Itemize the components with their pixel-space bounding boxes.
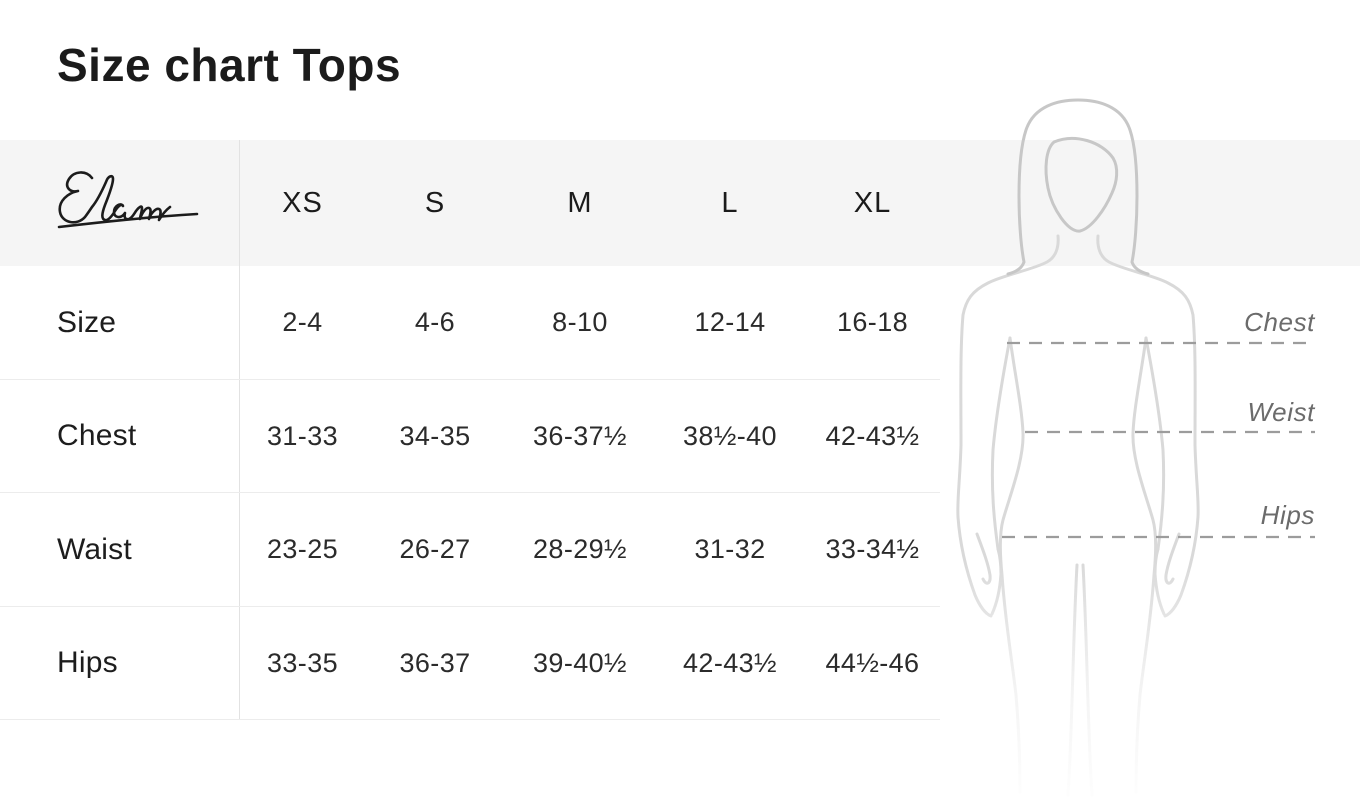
row-label-waist: Waist (0, 493, 240, 606)
hips-cell: 42-43½ (683, 647, 777, 678)
size-table: XS S M L XL Size 2-4 4-6 8-10 12-14 16-1… (0, 140, 940, 720)
hips-cell: 33-35 (266, 647, 339, 678)
face-outline (1044, 137, 1119, 233)
waist-cell: 26-27 (399, 534, 471, 564)
chest-cell: 34-35 (399, 420, 471, 451)
size-cell: 8-10 (552, 307, 608, 337)
table-row-waist: Waist 23-25 26-27 28-29½ 31-32 33-34½ (0, 493, 940, 607)
table-header-row: XS S M L XL (0, 140, 940, 266)
size-cell: 12-14 (694, 307, 766, 337)
bottom-fade (940, 560, 1360, 804)
row-label-chest: Chest (0, 380, 240, 492)
measurement-lines (1002, 341, 1315, 539)
size-cell: 16-18 (836, 307, 909, 337)
waist-cell: 23-25 (266, 534, 339, 564)
chest-cell: 38½-40 (683, 420, 777, 451)
page-title: Size chart Tops (57, 39, 402, 91)
column-header-xl: XL (853, 186, 892, 219)
brand-logo-signature (57, 171, 199, 229)
table-row-size: Size 2-4 4-6 8-10 12-14 16-18 (0, 266, 940, 380)
waist-cell: 31-32 (694, 534, 766, 564)
column-header-s: S (424, 186, 446, 219)
weist-measurement-label: Weist (1247, 397, 1315, 427)
row-label-hips: Hips (0, 607, 240, 719)
hips-cell: 44½-46 (825, 647, 920, 678)
size-cell: 2-4 (282, 307, 323, 337)
chest-measurement-label: Chest (1244, 307, 1315, 337)
column-header-xs: XS (282, 186, 323, 219)
table-row-hips: Hips 33-35 36-37 39-40½ 42-43½ 44½-46 (0, 607, 940, 720)
hair-outline (1006, 98, 1150, 276)
chest-cell: 31-33 (266, 420, 339, 451)
hips-cell: 36-37 (399, 647, 471, 678)
hips-cell: 39-40½ (533, 647, 627, 678)
brand-logo-cell (0, 140, 240, 266)
hips-measurement-label: Hips (1260, 500, 1315, 530)
size-cell: 4-6 (414, 307, 456, 337)
column-header-l: L (721, 186, 739, 219)
female-silhouette-illustration (940, 98, 1360, 804)
waist-cell: 33-34½ (825, 534, 920, 564)
column-header-m: M (567, 186, 593, 219)
chest-cell: 36-37½ (533, 420, 627, 451)
chest-cell: 42-43½ (825, 420, 920, 451)
row-label-size: Size (0, 266, 240, 379)
table-row-chest: Chest 31-33 34-35 36-37½ 38½-40 42-43½ (0, 380, 940, 493)
waist-cell: 28-29½ (533, 534, 627, 564)
